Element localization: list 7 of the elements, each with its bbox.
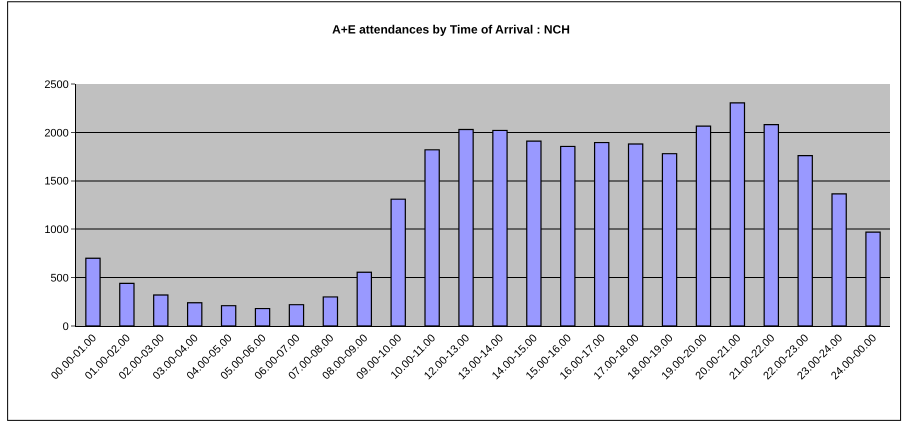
- y-tick-label: 2000: [44, 127, 69, 140]
- y-tick-label: 1500: [44, 176, 69, 188]
- chart-title: A+E attendances by Time of Arrival : NCH: [332, 22, 570, 37]
- y-tick-label: 0: [62, 320, 69, 333]
- y-tick-label: 2500: [44, 78, 69, 91]
- y-tick-label: 500: [50, 272, 69, 284]
- y-tick-label: 1000: [44, 224, 69, 236]
